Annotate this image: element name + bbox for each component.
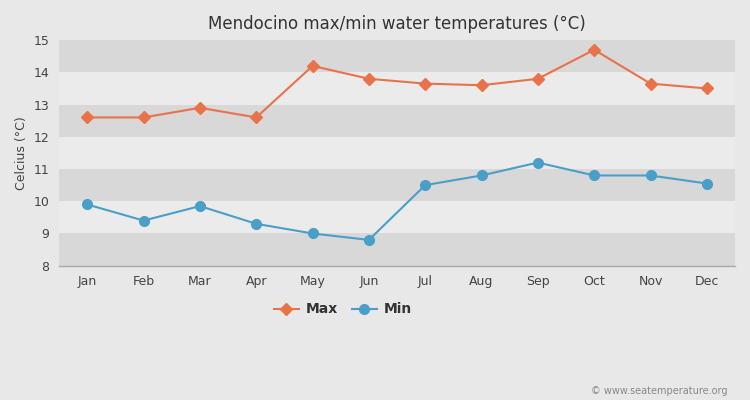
Line: Min: Min [82,158,712,245]
Bar [59,137,735,169]
Min [308,231,317,236]
Bar [59,169,735,201]
Max [364,76,374,81]
Max [252,115,261,120]
Max [421,81,430,86]
Max [646,81,655,86]
Bar [59,234,735,266]
Text: © www.seatemperature.org: © www.seatemperature.org [591,386,728,396]
Bar [59,104,735,137]
Bar [59,201,735,234]
Min [252,222,261,226]
Max [196,105,205,110]
Min [421,183,430,188]
Line: Max: Max [83,46,711,122]
Max [477,83,486,88]
Min [646,173,655,178]
Y-axis label: Celcius (°C): Celcius (°C) [15,116,28,190]
Legend: Max, Min: Max, Min [268,297,418,322]
Title: Mendocino max/min water temperatures (°C): Mendocino max/min water temperatures (°C… [209,15,586,33]
Max [140,115,148,120]
Min [702,181,711,186]
Min [533,160,542,165]
Min [82,202,92,207]
Min [196,204,205,208]
Max [702,86,711,91]
Max [533,76,542,81]
Max [590,47,598,52]
Min [364,238,374,242]
Min [140,218,148,223]
Bar [59,40,735,72]
Max [308,64,317,68]
Max [82,115,92,120]
Min [477,173,486,178]
Min [590,173,598,178]
Bar [59,72,735,104]
